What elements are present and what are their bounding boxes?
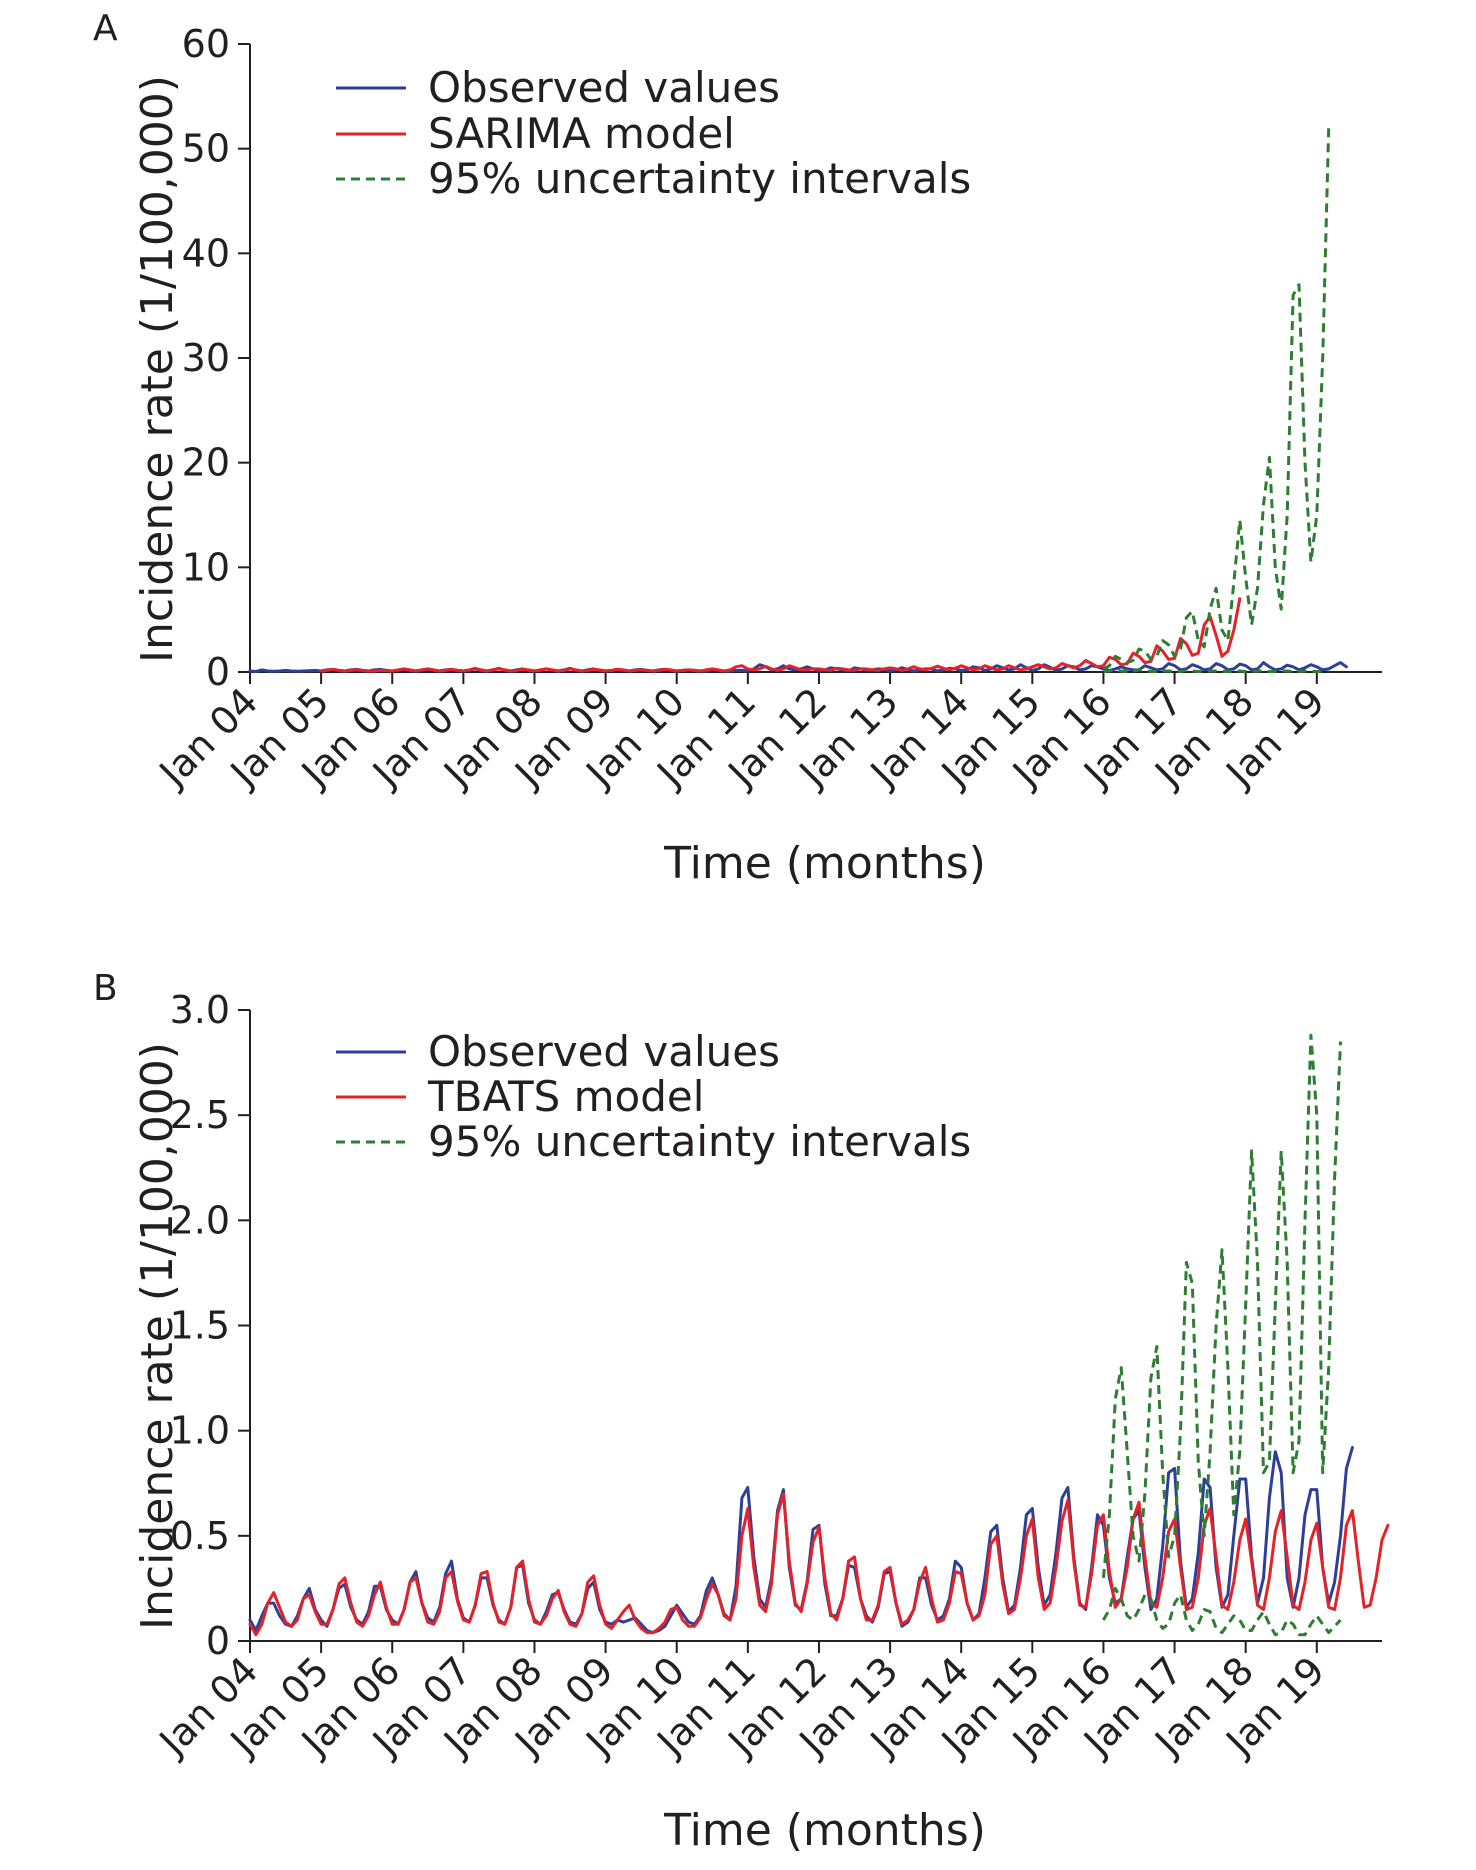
y-tick-label: 1.5: [170, 1304, 230, 1348]
y-tick-label: 0: [206, 650, 230, 694]
legend-label-model-a: SARIMA model: [428, 109, 735, 158]
x-axis-title-b: Time (months): [663, 1805, 986, 1856]
series-group-a: [248, 127, 1348, 673]
y-tick-label: 0.5: [170, 1514, 230, 1558]
panel-b: B Incidence rate (1/100,000) Time (month…: [93, 968, 1390, 1856]
legend-label-interval-b: 95% uncertainty intervals: [428, 1117, 971, 1166]
series-group-b: [248, 1033, 1390, 1637]
y-tick-label: 30: [182, 336, 230, 380]
legend-label-model-b: TBATS model: [427, 1072, 704, 1121]
legend-label-observed-b: Observed values: [428, 1027, 780, 1076]
y-tick-label: 40: [182, 231, 230, 275]
legend-a: Observed values SARIMA model 95% uncerta…: [336, 63, 971, 203]
panel-label-a: A: [93, 8, 118, 49]
legend-label-observed-a: Observed values: [428, 63, 780, 112]
panel-label-b: B: [93, 968, 118, 1009]
series-line-2: [1102, 127, 1331, 671]
x-axis-title-a: Time (months): [663, 838, 986, 889]
series-line-3: [1103, 668, 1329, 673]
y-tick-label: 0: [206, 1619, 230, 1663]
y-tick-label: 3.0: [170, 988, 230, 1032]
y-axis-title-b: Incidence rate (1/100,000): [132, 1042, 183, 1630]
y-axis-title-a: Incidence rate (1/100,000): [132, 75, 183, 663]
y-tick-label: 1.0: [170, 1409, 230, 1453]
y-tick-label: 2.5: [170, 1093, 230, 1137]
panel-a: A Incidence rate (1/100,000) Time (month…: [93, 8, 1382, 889]
y-tick-label: 10: [182, 545, 230, 589]
legend-label-interval-a: 95% uncertainty intervals: [428, 154, 971, 203]
y-tick-label: 2.0: [170, 1198, 230, 1242]
series-line-2: [1101, 1033, 1342, 1579]
legend-b: Observed values TBATS model 95% uncertai…: [336, 1027, 971, 1166]
series-line-3: [1102, 1586, 1342, 1637]
series-line-1: [319, 597, 1242, 673]
y-tick-label: 60: [182, 22, 230, 66]
series-line-1: [248, 1492, 1390, 1637]
y-tick-label: 50: [182, 127, 230, 171]
y-tick-label: 20: [182, 441, 230, 485]
